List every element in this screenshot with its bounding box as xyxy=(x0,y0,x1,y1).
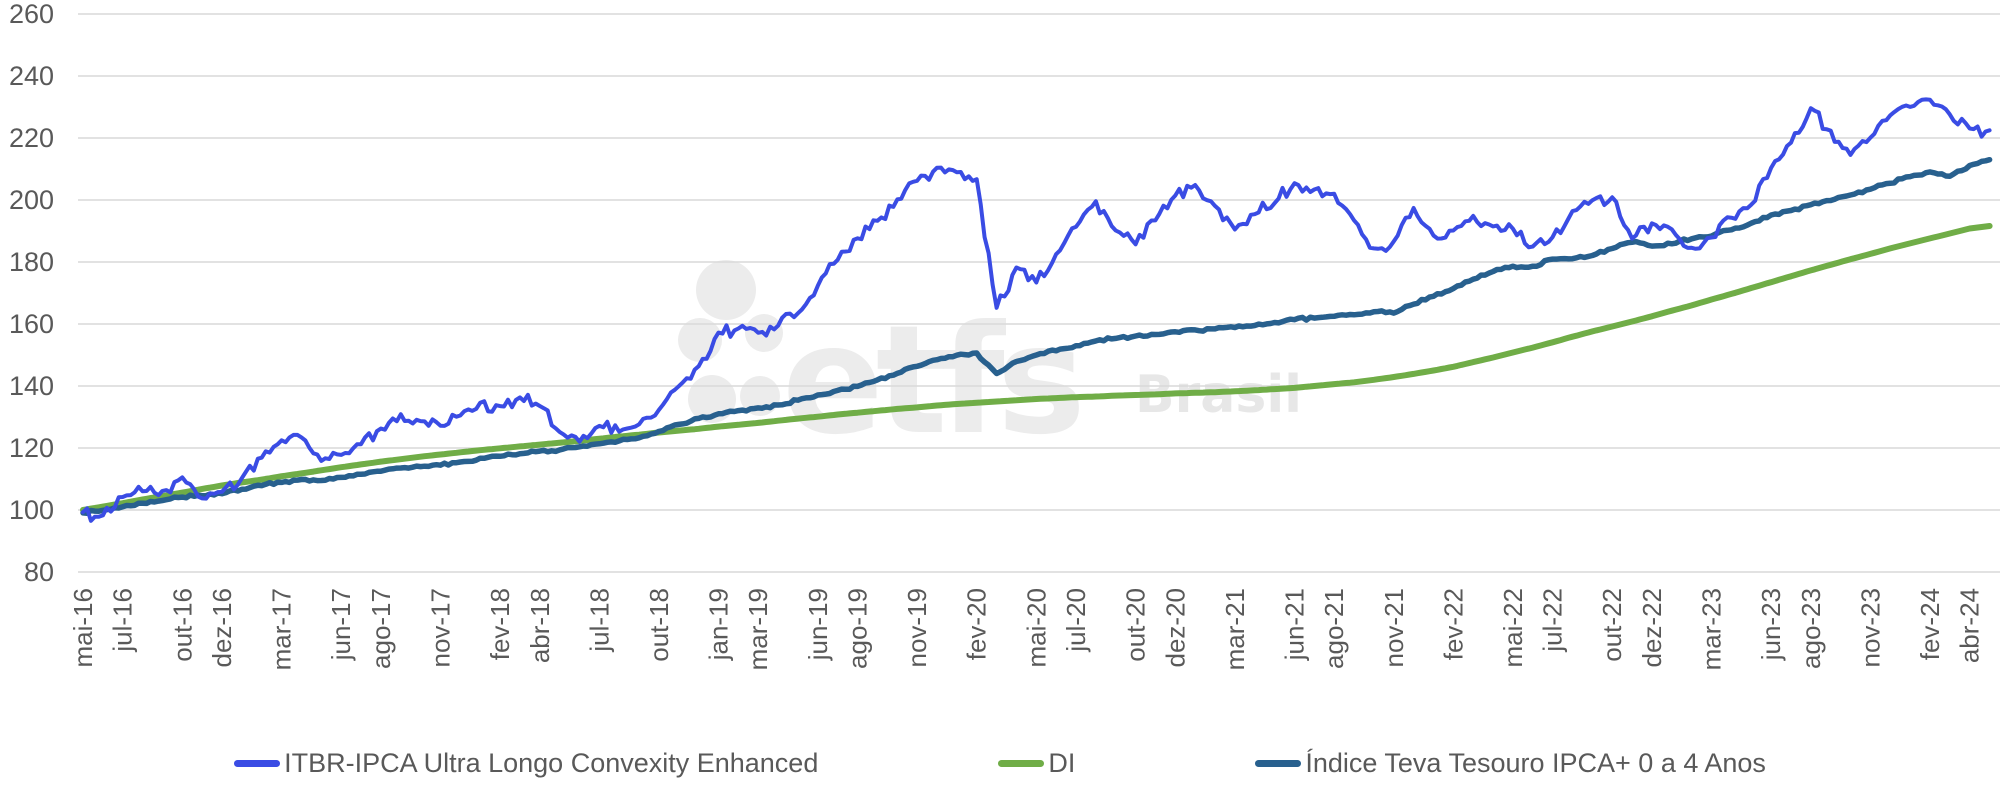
x-tick-label: out-18 xyxy=(644,588,674,662)
x-tick-label: ago-21 xyxy=(1319,588,1349,669)
legend-item-teva: Índice Teva Tesouro IPCA+ 0 a 4 Anos xyxy=(1255,748,1766,779)
x-tick-label: out-22 xyxy=(1597,588,1627,662)
x-tick-label: jun-19 xyxy=(803,588,833,661)
x-tick-label: jan-19 xyxy=(704,588,734,661)
x-tick-label: nov-21 xyxy=(1379,588,1409,668)
x-tick-label: abr-18 xyxy=(525,588,555,663)
x-tick-label: abr-24 xyxy=(1955,588,1985,663)
x-tick-label: mai-20 xyxy=(1021,588,1051,667)
x-tick-label: mai-16 xyxy=(68,588,98,667)
series-line-0 xyxy=(81,97,1992,523)
x-tick-label: mar-17 xyxy=(267,588,297,670)
watermark-logo-circle xyxy=(696,260,756,320)
watermark-logo-text: etfs xyxy=(782,294,1080,468)
x-tick-label: jul-22 xyxy=(1538,588,1568,653)
x-tick-label: out-20 xyxy=(1121,588,1151,662)
legend-label-di: DI xyxy=(1048,748,1076,778)
y-tick-label: 200 xyxy=(9,185,54,215)
x-tick-label: jul-20 xyxy=(1061,588,1091,653)
performance-chart: etfs Brasil 260 240 220 200 180 160 140 120 100 80 m… xyxy=(9,0,2000,670)
x-tick-label: mar-19 xyxy=(743,588,773,670)
series-line-2 xyxy=(80,156,1993,517)
x-tick-label: jun-21 xyxy=(1279,588,1309,661)
y-tick-label: 260 xyxy=(9,0,54,29)
y-tick-label: 100 xyxy=(9,495,54,525)
series-line-1 xyxy=(80,223,1993,513)
x-tick-label: jul-16 xyxy=(108,588,138,653)
legend-swatch-teva xyxy=(1255,760,1302,767)
x-tick-label: dez-16 xyxy=(207,588,237,668)
x-tick-label: fev-22 xyxy=(1438,588,1468,660)
legend-item-itbr: ITBR-IPCA Ultra Longo Convexity Enhanced xyxy=(234,748,818,779)
legend-label-teva: Índice Teva Tesouro IPCA+ 0 a 4 Anos xyxy=(1305,748,1766,778)
legend-swatch-di xyxy=(998,760,1045,767)
x-tick-label: jun-23 xyxy=(1756,588,1786,661)
x-tick-label: mar-21 xyxy=(1220,588,1250,670)
y-tick-label: 160 xyxy=(9,309,54,339)
x-tick-label: fev-20 xyxy=(962,588,992,660)
x-tick-label: mai-22 xyxy=(1498,588,1528,667)
legend-label-itbr: ITBR-IPCA Ultra Longo Convexity Enhanced xyxy=(284,748,819,778)
x-tick-label: dez-22 xyxy=(1637,588,1667,668)
x-tick-label: ago-17 xyxy=(366,588,396,669)
y-tick-label: 120 xyxy=(9,433,54,463)
x-tick-label: out-16 xyxy=(167,588,197,662)
legend-swatch-itbr xyxy=(234,760,281,767)
x-tick-label: mar-23 xyxy=(1697,588,1727,670)
x-tick-label: jun-17 xyxy=(326,588,356,661)
x-tick-label: nov-19 xyxy=(902,588,932,668)
watermark: etfs Brasil xyxy=(678,260,1302,468)
x-tick-label: jul-18 xyxy=(584,588,614,653)
x-tick-label: ago-23 xyxy=(1796,588,1826,669)
chart-legend: ITBR-IPCA Ultra Longo Convexity Enhanced… xyxy=(0,748,2000,779)
legend-item-di: DI xyxy=(998,748,1075,779)
x-tick-label: nov-23 xyxy=(1855,588,1885,668)
y-tick-label: 220 xyxy=(9,123,54,153)
x-tick-label: dez-20 xyxy=(1160,588,1190,668)
x-tick-label: fev-24 xyxy=(1915,588,1945,660)
y-tick-label: 240 xyxy=(9,61,54,91)
x-tick-label: nov-17 xyxy=(425,588,455,668)
x-tick-label: fev-18 xyxy=(485,588,515,660)
x-tick-label: ago-19 xyxy=(843,588,873,669)
y-tick-label: 80 xyxy=(24,557,54,587)
y-tick-label: 140 xyxy=(9,371,54,401)
y-tick-label: 180 xyxy=(9,247,54,277)
